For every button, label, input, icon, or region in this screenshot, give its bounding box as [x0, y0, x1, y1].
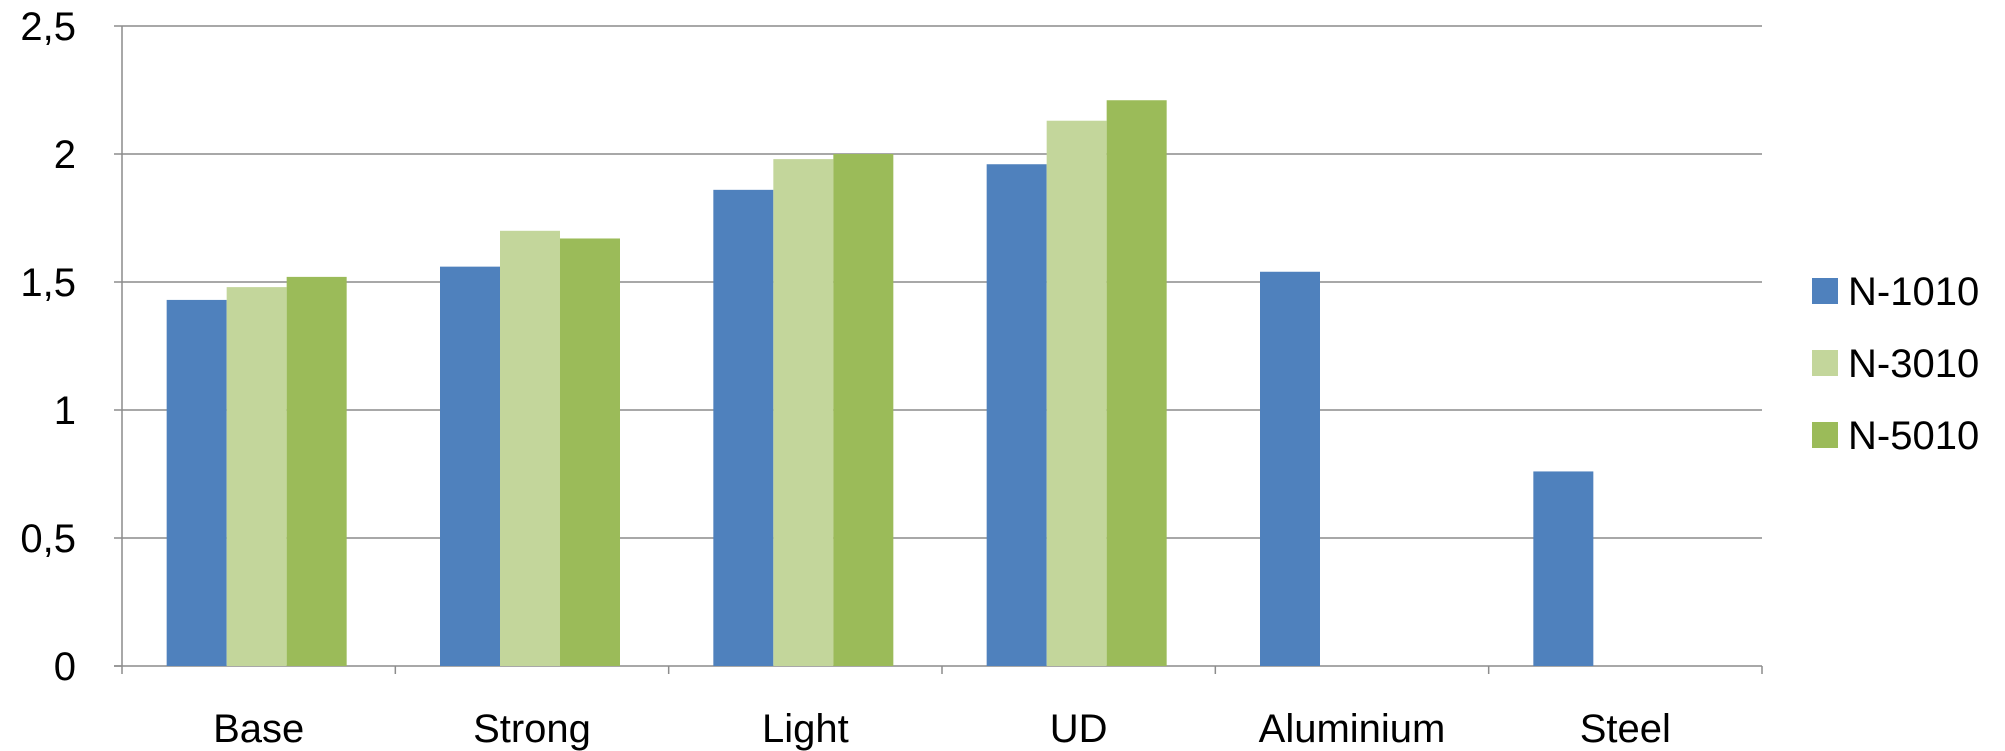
- gridlines: [122, 25, 1762, 539]
- legend-swatch: [1812, 350, 1838, 376]
- legend-item-n-5010: N-5010: [1812, 414, 1979, 458]
- bar-n-5010-light: [833, 154, 894, 666]
- y-tick-label: 1: [54, 389, 76, 433]
- bar-n-1010-aluminium: [1260, 271, 1320, 666]
- bar-n-1010-base: [166, 299, 227, 666]
- bar-n-1010-strong: [440, 266, 500, 666]
- x-category-label: Strong: [473, 707, 591, 751]
- bar-n-3010-light: [773, 159, 834, 666]
- bar-n-5010-base: [286, 276, 347, 666]
- bar-n-3010-ud: [1046, 120, 1107, 667]
- x-axis-category-labels: Base Strong Light UD Aluminium Steel: [213, 707, 1671, 751]
- y-tick-label: 1,5: [20, 261, 76, 305]
- x-category-label: Base: [213, 707, 304, 751]
- bar-n-1010-steel: [1533, 471, 1594, 666]
- legend-swatch: [1812, 278, 1838, 304]
- bar-n-3010-strong: [500, 230, 560, 667]
- legend-label: N-5010: [1848, 414, 1979, 458]
- legend-swatch: [1812, 422, 1838, 448]
- bars: [166, 100, 1594, 667]
- x-category-label: UD: [1050, 707, 1108, 751]
- x-category-label: Steel: [1580, 707, 1671, 751]
- bar-n-5010-ud: [1106, 100, 1167, 667]
- y-axis-tick-labels: 0 0,5 1 1,5 2 2,5: [20, 5, 76, 689]
- bar-n-3010-base: [226, 287, 287, 666]
- legend-label: N-1010: [1848, 270, 1979, 314]
- y-tick-label: 2,5: [20, 5, 76, 49]
- bar-n-1010-ud: [986, 164, 1047, 667]
- bar-n-1010-light: [713, 189, 774, 666]
- legend-item-n-1010: N-1010: [1812, 270, 1979, 314]
- x-category-label: Aluminium: [1259, 707, 1446, 751]
- legend: N-1010 N-3010 N-5010: [1812, 270, 1979, 458]
- bar-n-5010-strong: [560, 238, 620, 667]
- y-tick-label: 2: [54, 133, 76, 177]
- y-tick-label: 0: [54, 645, 76, 689]
- legend-label: N-3010: [1848, 342, 1979, 386]
- y-tick-label: 0,5: [20, 517, 76, 561]
- x-category-label: Light: [762, 707, 849, 751]
- axes: [114, 25, 1763, 674]
- legend-item-n-3010: N-3010: [1812, 342, 1979, 386]
